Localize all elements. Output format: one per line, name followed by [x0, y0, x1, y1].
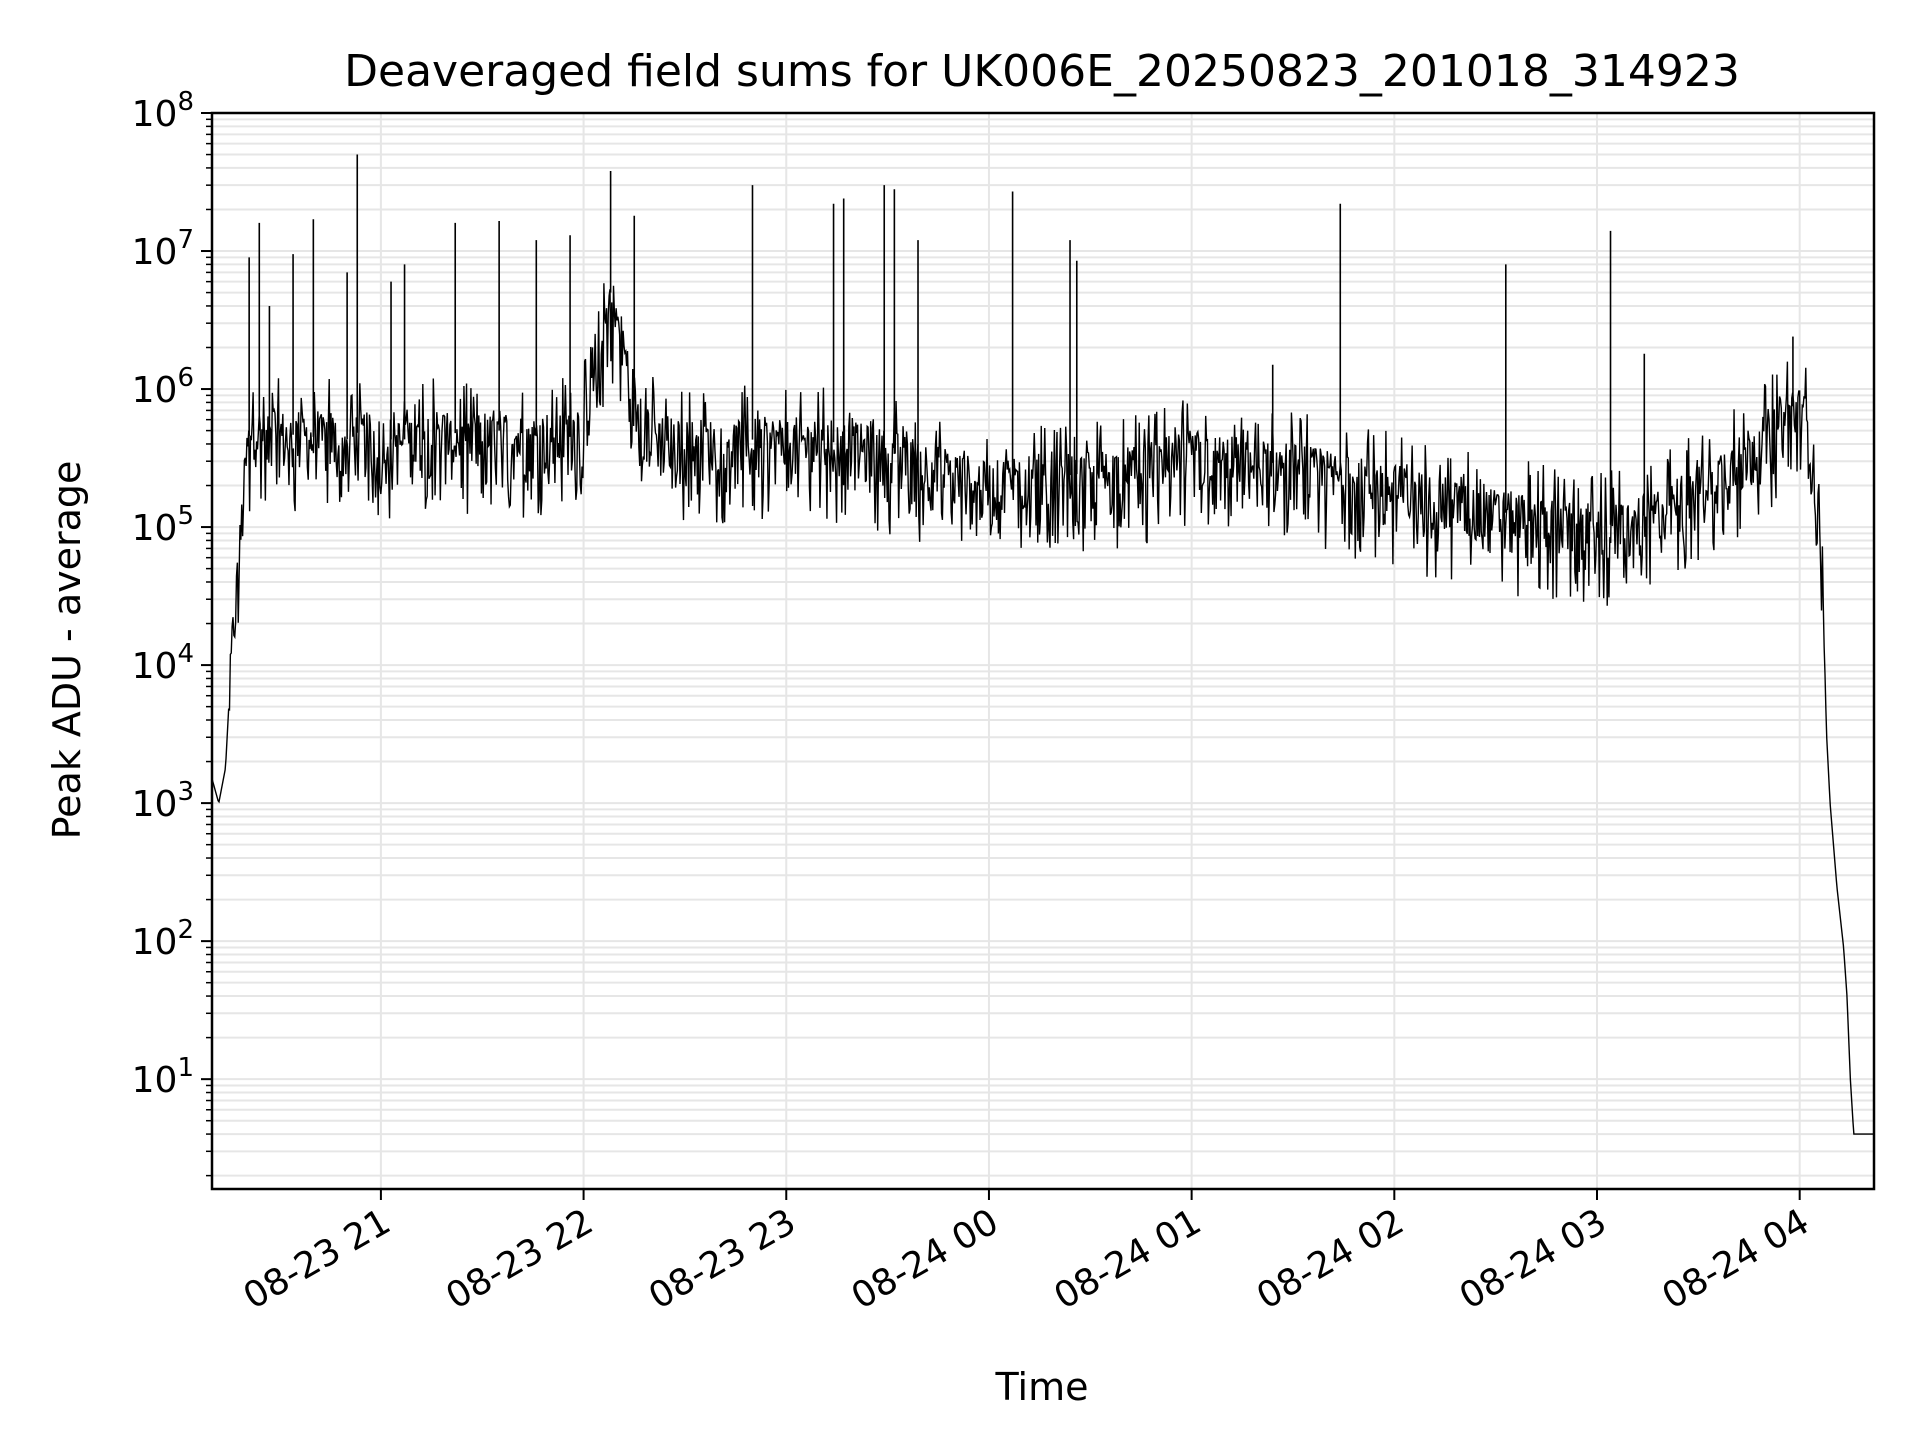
data-series: [211, 154, 1874, 1135]
y-axis-label: Peak ADU - average: [45, 461, 89, 840]
series-line: [211, 283, 1874, 1135]
plot-frame: [210, 111, 1876, 1191]
y-tick-label: 107: [132, 225, 194, 273]
chart-title: Deaveraged field sums for UK006E_2025082…: [344, 46, 1740, 97]
y-tick-label: 104: [132, 639, 194, 687]
y-tick-label: 101: [132, 1053, 194, 1101]
y-tick-label: 105: [132, 501, 194, 549]
y-tick-label: 108: [132, 87, 194, 135]
y-tick-label: 103: [132, 777, 194, 825]
y-tick-label: 102: [132, 915, 194, 963]
y-tick-label: 106: [132, 363, 194, 411]
x-axis-label: Time: [995, 1365, 1089, 1409]
